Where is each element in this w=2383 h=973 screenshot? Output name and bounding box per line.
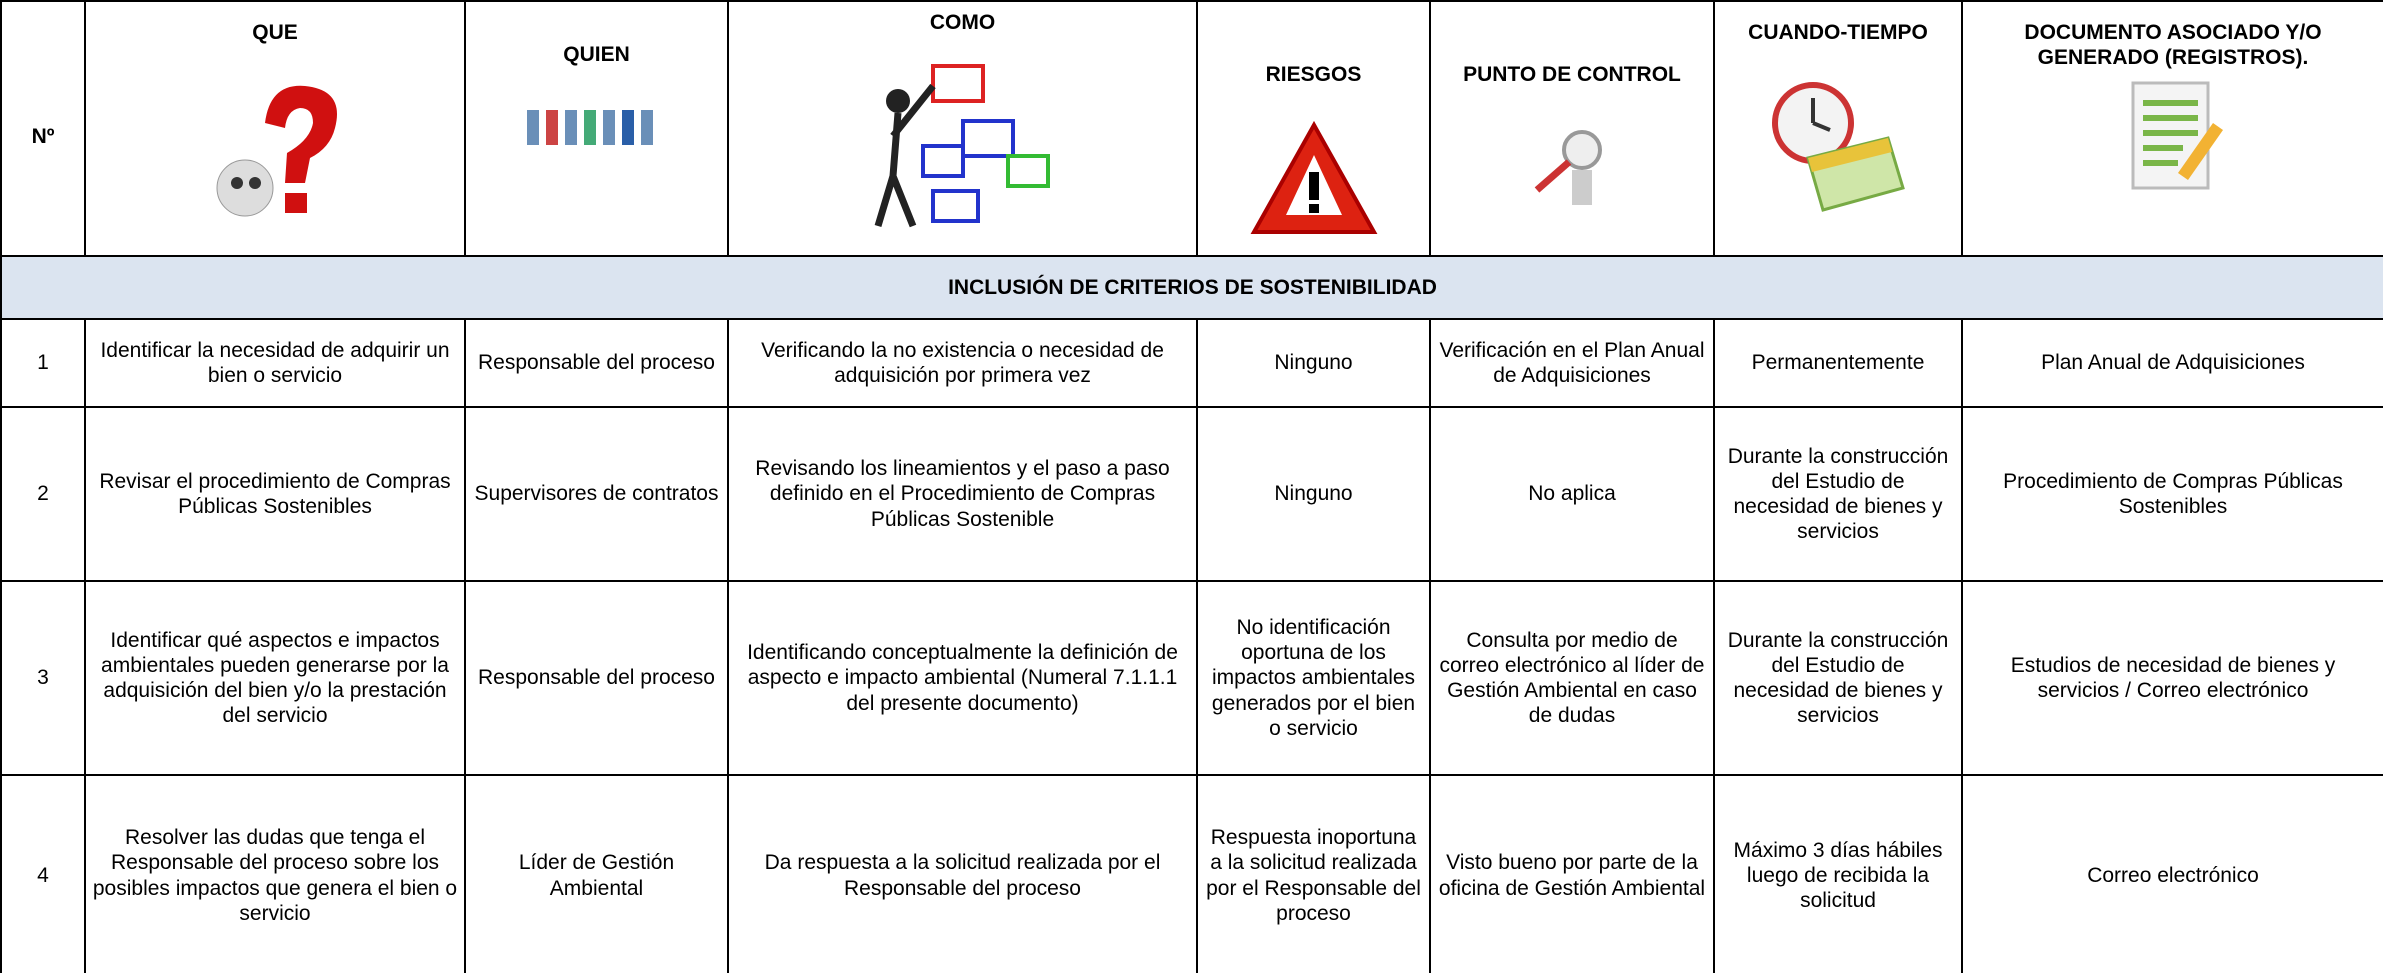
header-cell: DOCUMENTO ASOCIADO Y/O GENERADO (REGISTR… [1961,0,2383,257]
header-cell: Nº [0,0,86,257]
table-cell: 3 [0,580,86,776]
table-cell: Visto bueno por parte de la oficina de G… [1429,774,1715,973]
table-cell: Resolver las dudas que tenga el Responsa… [84,774,466,973]
header-label: Nº [31,124,55,148]
table-cell: Revisando los lineamientos y el paso a p… [727,406,1198,582]
table-cell: Verificando la no existencia o necesidad… [727,318,1198,408]
table-cell: Durante la construcción del Estudio de n… [1713,580,1963,776]
header-cell: QUIEN [464,0,729,257]
table-cell: Plan Anual de Adquisiciones [1961,318,2383,408]
table-row: 4 Resolver las dudas que tenga el Respons… [0,774,2383,973]
table-cell: 1 [0,318,86,408]
table-cell: Respuesta inoportuna a la solicitud real… [1196,774,1431,973]
header-row: Nº QUE QUIEN COMO RIESGOS PUNTO DE CONTR… [0,0,2383,257]
header-label: QUIEN [563,43,630,66]
table-row: 1 Identificar la necesidad de adquirir un… [0,318,2383,408]
table-cell: Correo electrónico [1961,774,2383,973]
table-cell: Da respuesta a la solicitud realizada po… [727,774,1198,973]
calendar-icon [1772,82,1905,212]
table-cell: Líder de Gestión Ambiental [464,774,729,973]
header-label: PUNTO DE CONTROL [1463,63,1681,86]
table-cell: Procedimiento de Compras Públicas Sosten… [1961,406,2383,582]
table-cell: Identificando conceptualmente la definic… [727,580,1198,776]
section-title: INCLUSIÓN DE CRITERIOS DE SOSTENIBILIDAD [0,255,2383,320]
header-cell: PUNTO DE CONTROL [1429,0,1715,257]
header-cell: CUANDO-TIEMPO [1713,0,1963,257]
header-label: COMO [929,11,996,34]
header-label: RIESGOS [1265,63,1362,86]
table-cell: Ninguno [1196,406,1431,582]
table-cell: Estudios de necesidad de bienes y servic… [1961,580,2383,776]
table-cell: Identificar la necesidad de adquirir un … [84,318,466,408]
table-row: 2 Revisar el procedimiento de Compras Púb… [0,406,2383,582]
table-cell: Ninguno [1196,318,1431,408]
table-cell: No aplica [1429,406,1715,582]
table-cell: 2 [0,406,86,582]
table-cell: Durante la construcción del Estudio de n… [1713,406,1963,582]
table-cell: Verificación en el Plan Anual de Adquisi… [1429,318,1715,408]
table-cell: Responsable del proceso [464,318,729,408]
control-icon [1534,130,1602,205]
table-row: 3 Identificar qué aspectos e impactos amb… [0,580,2383,776]
header-label: CUANDO-TIEMPO [1748,21,1928,44]
header-cell: COMO [727,0,1198,257]
table-cell: Responsable del proceso [464,580,729,776]
table-cell: 4 [0,774,86,973]
table-cell: Identificar qué aspectos e impactos ambi… [84,580,466,776]
table-cell: No identificación oportuna de los impact… [1196,580,1431,776]
diagram-icon [874,64,1050,228]
people-icon [526,110,653,145]
section-row: INCLUSIÓN DE CRITERIOS DE SOSTENIBILIDAD [0,255,2383,320]
header-label: DOCUMENTO ASOCIADO Y/O GENERADO (REGISTR… [2024,21,2322,70]
table-cell: Revisar el procedimiento de Compras Públ… [84,406,466,582]
header-cell: RIESGOS [1196,0,1431,257]
header-label: QUE [252,21,298,44]
warning-icon [1250,120,1377,234]
header-cell: QUE [84,0,466,257]
question-icon [216,85,337,217]
table-cell: Permanentemente [1713,318,1963,408]
table-cell: Consulta por medio de correo electrónico… [1429,580,1715,776]
document-icon [2131,81,2223,190]
table-cell: Máximo 3 días hábiles luego de recibida … [1713,774,1963,973]
table-cell: Supervisores de contratos [464,406,729,582]
